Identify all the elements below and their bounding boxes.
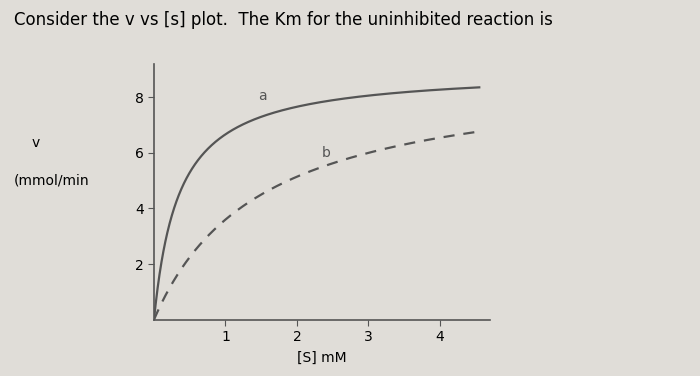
Text: b: b xyxy=(322,146,331,160)
Text: v: v xyxy=(32,136,40,150)
Text: a: a xyxy=(258,89,266,103)
Text: Consider the v vs [s] plot.  The Km for the uninhibited reaction is: Consider the v vs [s] plot. The Km for t… xyxy=(14,11,553,29)
X-axis label: [S] mM: [S] mM xyxy=(298,351,346,365)
Text: (mmol/min: (mmol/min xyxy=(14,173,90,188)
